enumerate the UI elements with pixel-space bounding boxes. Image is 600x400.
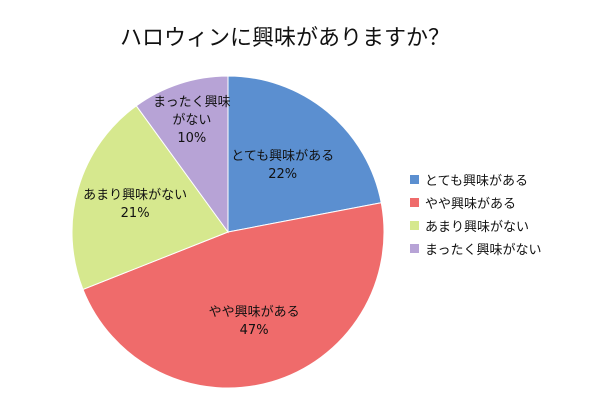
legend-swatch (410, 244, 419, 253)
slice-value: 21% (120, 206, 150, 222)
slice-label: あまり興味がない 21% (83, 187, 187, 223)
legend-label: あまり興味がない (425, 220, 530, 235)
slice-value: 47% (239, 322, 269, 338)
legend-item: とても興味がある (410, 170, 528, 189)
legend-swatch (410, 198, 419, 207)
slice-category: あまり興味がない (83, 188, 188, 204)
pie-slice (135, 75, 229, 234)
pie-slice (82, 202, 385, 389)
legend-item: あまり興味がない (410, 216, 529, 235)
chart-title: ハロウィンに興味がありますか？ (119, 26, 450, 51)
legend-label: まったく興味がない (425, 243, 542, 258)
legend-item: やや興味がある (410, 193, 516, 212)
pie-slice (71, 105, 229, 291)
slice-category: やや興味がある (208, 304, 300, 320)
pie-slice (227, 75, 382, 233)
legend-label: とても興味がある (425, 174, 528, 189)
slice-label: やや興味がある 47% (209, 304, 300, 340)
slice-category: とても興味がある (231, 148, 335, 164)
slice-value: 22% (268, 166, 298, 182)
slice-label: まったく興味がない 10% (150, 94, 234, 148)
slice-value: 10% (177, 130, 207, 146)
legend-swatch (410, 175, 419, 184)
legend-swatch (410, 221, 419, 230)
legend-label: やや興味がある (425, 197, 517, 212)
slice-category: まったく興味がない (153, 94, 231, 128)
slice-label: とても興味がある 22% (231, 148, 334, 184)
legend-item: まったく興味がない (410, 239, 541, 258)
